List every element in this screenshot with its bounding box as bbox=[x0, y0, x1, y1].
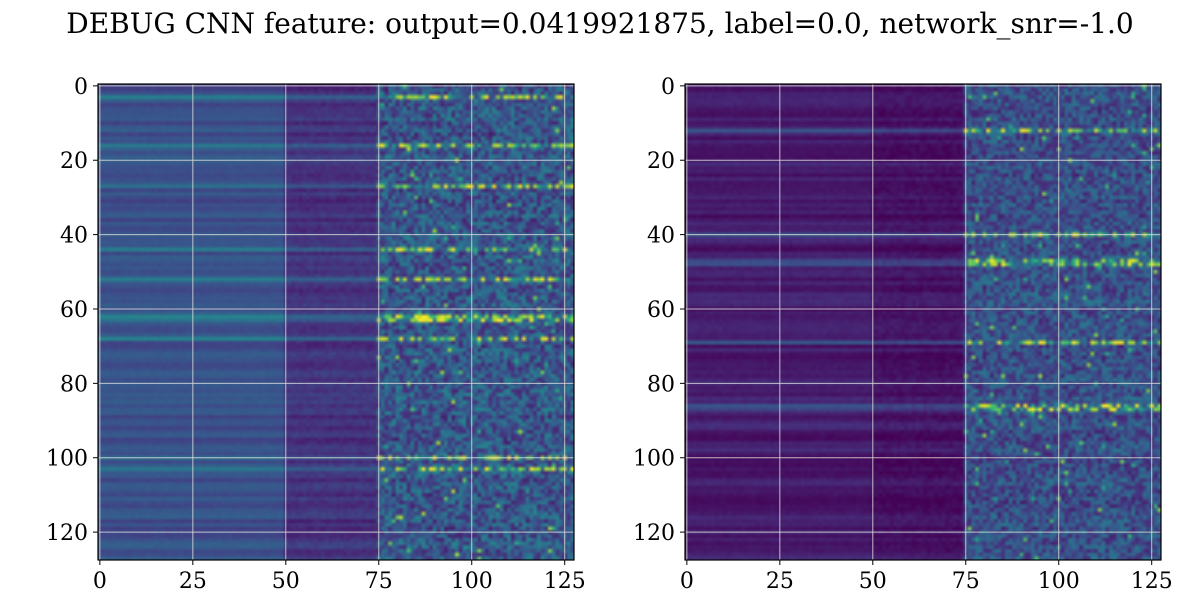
y-tick-label: 80 bbox=[647, 372, 675, 397]
y-tick-label: 120 bbox=[633, 521, 675, 546]
y-tick-label: 40 bbox=[60, 224, 88, 249]
heatmap-panel-left: 0 25 50 75 100 125 0 20 40 60 80 100 120 bbox=[46, 75, 586, 594]
x-tick-label: 25 bbox=[179, 569, 207, 594]
x-axis-left: 0 25 50 75 100 125 bbox=[93, 560, 586, 594]
y-tick-label: 20 bbox=[60, 149, 88, 174]
y-tick-label: 80 bbox=[60, 372, 88, 397]
x-tick-label: 125 bbox=[544, 569, 586, 594]
y-tick-label: 100 bbox=[46, 447, 88, 472]
x-tick-label: 75 bbox=[952, 569, 980, 594]
axes-frame-right bbox=[684, 83, 1162, 561]
y-axis-right: 0 20 40 60 80 100 120 bbox=[633, 75, 685, 546]
heatmap-image-right bbox=[685, 84, 1161, 560]
x-axis-right: 0 25 50 75 100 125 bbox=[680, 560, 1173, 594]
y-tick-label: 0 bbox=[74, 75, 88, 100]
x-tick-label: 50 bbox=[859, 569, 887, 594]
heatmap-image-left bbox=[98, 84, 574, 560]
y-tick-label: 0 bbox=[661, 75, 675, 100]
y-tick-label: 100 bbox=[633, 447, 675, 472]
grid-left bbox=[98, 84, 574, 560]
y-tick-label: 40 bbox=[647, 224, 675, 249]
figure-title: DEBUG CNN feature: output=0.0419921875, … bbox=[66, 7, 1134, 40]
grid-right bbox=[685, 84, 1161, 560]
heatmap-panel-right: 0 25 50 75 100 125 0 20 40 60 80 100 120 bbox=[633, 75, 1173, 594]
x-tick-label: 75 bbox=[365, 569, 393, 594]
x-tick-label: 125 bbox=[1131, 569, 1173, 594]
y-tick-label: 60 bbox=[60, 298, 88, 323]
axes-frame-left bbox=[97, 83, 575, 561]
x-tick-label: 0 bbox=[93, 569, 107, 594]
y-tick-label: 120 bbox=[46, 521, 88, 546]
y-axis-left: 0 20 40 60 80 100 120 bbox=[46, 75, 98, 546]
x-tick-label: 50 bbox=[272, 569, 300, 594]
y-tick-label: 60 bbox=[647, 298, 675, 323]
x-tick-label: 100 bbox=[451, 569, 493, 594]
x-tick-label: 100 bbox=[1038, 569, 1080, 594]
x-tick-label: 25 bbox=[766, 569, 794, 594]
y-tick-label: 20 bbox=[647, 149, 675, 174]
x-tick-label: 0 bbox=[680, 569, 694, 594]
